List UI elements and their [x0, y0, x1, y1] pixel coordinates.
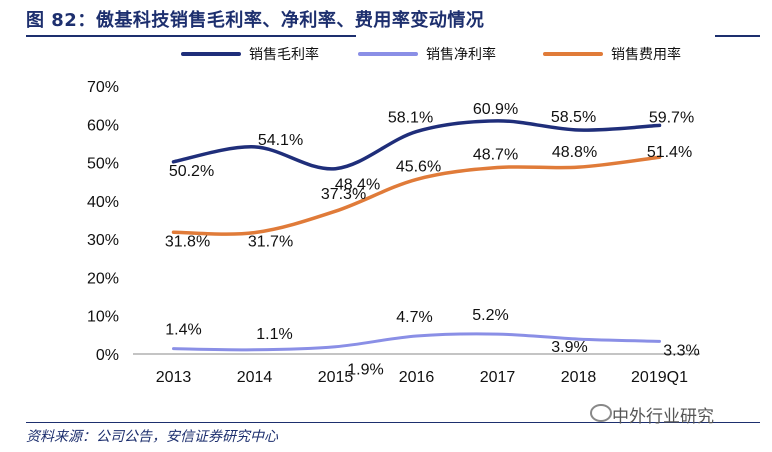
y-tick-label: 0% [96, 347, 119, 364]
series-lines [171, 119, 662, 352]
data-labels: 50.2% 54.1% 48.4% 58.1% 60.9% 58.5% 59.7% 1.4% 1… [165, 101, 700, 379]
y-tick-label: 30% [87, 232, 119, 249]
legend-label-0: 销售毛利率 [249, 46, 319, 62]
data-label: 31.8% [165, 233, 210, 250]
title-rule-right [715, 35, 760, 37]
data-label: 3.9% [551, 339, 587, 356]
y-tick-label: 60% [87, 117, 119, 134]
y-tick-label: 40% [87, 194, 119, 211]
data-label: 4.7% [396, 309, 432, 326]
legend-label-1: 销售净利率 [426, 46, 496, 62]
x-tick-label: 2014 [237, 369, 273, 386]
data-label: 48.8% [552, 144, 597, 161]
figure-title: 图 82：傲基科技销售毛利率、净利率、费用率变动情况 [26, 10, 485, 31]
series-line-1 [172, 332, 661, 352]
legend: 销售毛利率 销售净利率 销售费用率 [181, 46, 681, 62]
data-label: 31.7% [248, 234, 293, 251]
data-label: 54.1% [258, 132, 303, 149]
x-tick-label: 2019Q1 [631, 369, 688, 386]
x-tick-label: 2015 [318, 369, 354, 386]
title-rule [26, 35, 356, 37]
data-label: 58.1% [388, 110, 433, 127]
data-label: 50.2% [169, 163, 214, 180]
data-label: 1.4% [165, 322, 201, 339]
wechat-icon [590, 404, 612, 422]
x-tick-label: 2017 [480, 369, 516, 386]
y-tick-label: 10% [87, 309, 119, 326]
data-label: 48.4% [335, 177, 380, 194]
x-tick-label: 2018 [561, 369, 597, 386]
series-line-0 [171, 119, 662, 171]
data-label: 1.9% [347, 362, 383, 379]
x-tick-label: 2016 [399, 369, 435, 386]
data-label: 58.5% [551, 109, 596, 126]
legend-label-2: 销售费用率 [611, 46, 681, 62]
data-label: 60.9% [473, 101, 518, 118]
x-tick-label: 2013 [156, 369, 192, 386]
y-tick-label: 70% [87, 79, 119, 96]
data-label: 5.2% [472, 307, 508, 324]
data-label: 3.3% [663, 342, 699, 359]
data-label: 37.3% [321, 186, 366, 203]
source-note: 资料来源：公司公告，安信证券研究中心 [26, 429, 278, 445]
data-label: 51.4% [647, 144, 692, 161]
axes: 0% 10% 20% 30% 40% 50% 60% 70% 2013 2014 2015 2016 2… [87, 79, 700, 386]
data-label: 1.1% [256, 326, 292, 343]
watermark: 中外行业研究 [612, 407, 714, 427]
data-label: 48.7% [473, 147, 518, 164]
y-tick-label: 50% [87, 156, 119, 173]
data-label: 45.6% [396, 158, 441, 175]
y-tick-label: 20% [87, 270, 119, 287]
footer-rule [26, 422, 760, 423]
series-line-2 [171, 155, 662, 236]
data-label: 59.7% [649, 109, 694, 126]
